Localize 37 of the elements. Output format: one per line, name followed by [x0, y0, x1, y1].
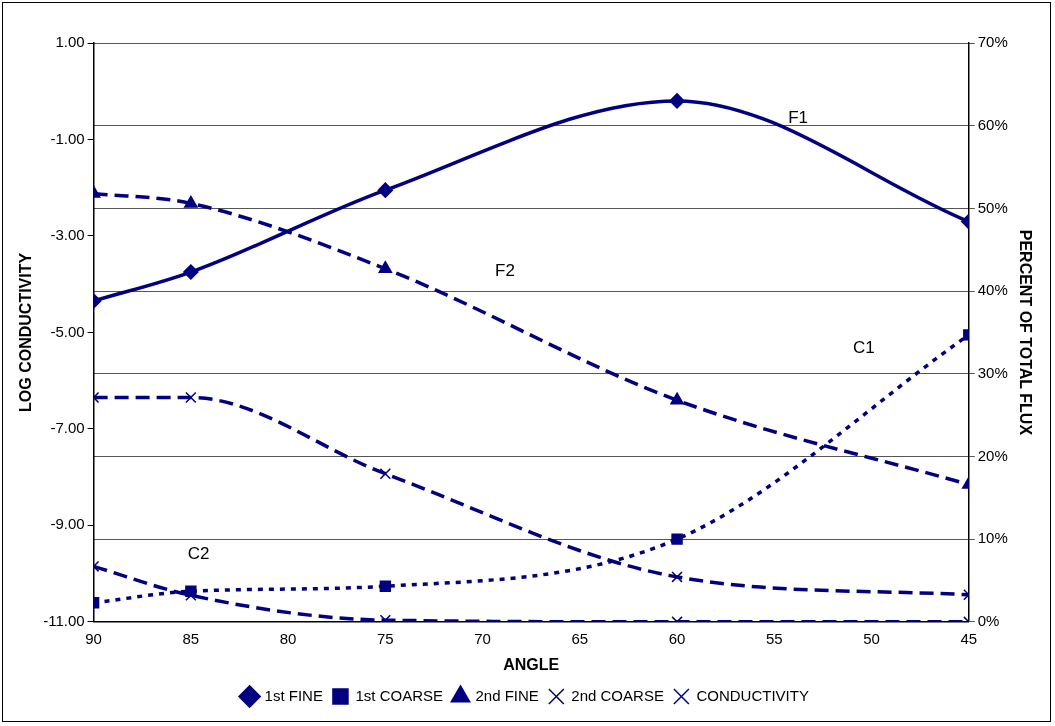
y2-axis-title: PERCENT OF TOTAL FLUX	[1016, 229, 1034, 436]
x-tick-label: 55	[765, 629, 783, 647]
legend-label: 2nd COARSE	[571, 686, 664, 704]
legend-label: CONDUCTIVITY	[696, 686, 809, 704]
y2-tick-label: 20%	[977, 446, 1008, 464]
y2-tick-label: 40%	[977, 281, 1008, 299]
annotation: C1	[852, 338, 875, 358]
y2-tick-label: 50%	[977, 198, 1008, 216]
x-tick-label: 90	[85, 629, 102, 647]
annotation: C2	[187, 543, 210, 563]
x-tick-label: 80	[279, 629, 297, 647]
annotation: F2	[495, 260, 515, 280]
x-tick-label: 65	[571, 629, 589, 647]
x-tick-label: 75	[376, 629, 394, 647]
y-tick-label: -11.00	[43, 611, 85, 629]
x-axis-title: ANGLE	[503, 655, 560, 673]
y-tick-label: -5.00	[50, 322, 85, 340]
x-tick-label: 45	[960, 629, 978, 647]
x-tick-label: 70	[474, 629, 491, 647]
y-tick-label: -1.00	[50, 129, 85, 147]
y2-tick-label: 30%	[977, 363, 1008, 381]
y-tick-label: -9.00	[50, 515, 85, 533]
x-tick-label: 60	[668, 629, 686, 647]
y2-tick-label: 60%	[977, 115, 1008, 133]
y-tick-label: -3.00	[50, 226, 85, 244]
y-tick-label: 1.00	[55, 33, 85, 51]
legend-label: 2nd FINE	[475, 686, 539, 704]
y2-tick-label: 10%	[977, 529, 1008, 547]
y2-tick-label: 0%	[977, 611, 1000, 629]
y-axis-title: LOG CONDUCTIVITY	[17, 252, 35, 412]
y-tick-label: -7.00	[50, 419, 85, 437]
x-tick-label: 85	[182, 629, 200, 647]
y2-tick-label: 70%	[977, 33, 1008, 51]
legend-label: 1st COARSE	[355, 686, 443, 704]
legend-label: 1st FINE	[264, 686, 323, 704]
x-tick-label: 50	[863, 629, 880, 647]
annotation: F1	[788, 107, 809, 127]
